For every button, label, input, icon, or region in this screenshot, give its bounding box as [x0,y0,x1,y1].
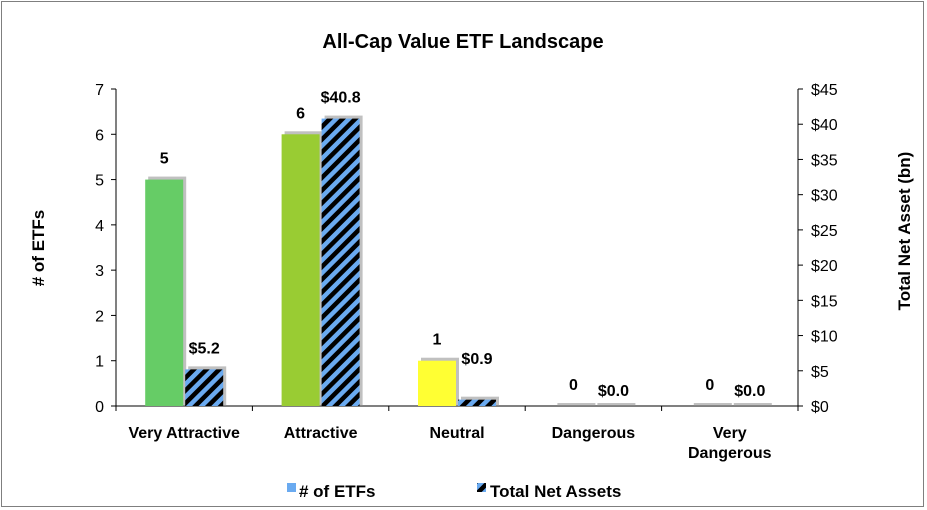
x-tick-label: Dangerous [688,445,772,462]
data-label-etfs: 0 [705,377,714,394]
bars [145,115,772,407]
bar-etfs [418,360,456,406]
bar-shadow-etfs [693,403,732,406]
y-tick-left-label: 4 [95,218,104,235]
y-tick-right-label: $15 [811,293,838,310]
data-label-etfs: 0 [569,377,578,394]
y-tick-left-label: 0 [95,399,104,416]
bar-shadow-etfs [557,403,596,406]
data-label-net-assets: $0.0 [598,383,629,400]
y-tick-left-label: 2 [95,308,104,325]
bar-net-assets [458,399,496,406]
y-tick-left-label: 5 [95,173,104,190]
data-label-net-assets: $40.8 [321,90,361,107]
bar-shadow-net-assets [733,403,772,406]
bar-shadow-net-assets [597,403,636,406]
data-label-etfs: 6 [296,105,305,122]
y-tick-right-label: $35 [811,152,838,169]
legend: # of ETFs Total Net Assets [287,482,621,501]
bar-net-assets [185,369,224,406]
y-tick-left-label: 1 [95,354,104,371]
x-tick-label: Very [713,425,747,442]
chart-title: All-Cap Value ETF Landscape [322,31,603,53]
x-tick-label: Attractive [284,425,358,442]
legend-label-etfs: # of ETFs [299,482,376,501]
x-tick-label: Neutral [429,425,484,442]
data-label-net-assets: $5.2 [189,340,220,357]
y-tick-right-label: $45 [811,82,838,99]
data-label-net-assets: $0.9 [461,351,492,368]
data-label-etfs: 5 [160,151,169,168]
y-tick-right-label: $0 [811,399,829,416]
data-labels: 5 $5.2 6 $40.8 1 $0.9 0 $0.0 0 $0.0 [160,90,766,400]
y-tick-left-label: 7 [95,82,104,99]
data-label-etfs: 1 [433,332,442,349]
legend-label-net-assets: Total Net Assets [490,482,621,501]
y-axis-right-title: Total Net Asset (bn) [895,152,914,311]
bar-etfs [281,134,320,407]
legend-swatch-etfs [287,483,296,492]
y-tick-right-label: $10 [811,329,838,346]
y-tick-right-label: $20 [811,258,838,275]
y-tick-right-label: $25 [811,223,838,240]
bar-etfs [145,179,184,406]
y-tick-right-label: $5 [811,364,829,381]
x-tick-label: Dangerous [552,425,636,442]
y-tick-left-label: 6 [95,127,104,144]
legend-swatch-net-assets [477,483,486,492]
y-tick-right-label: $40 [811,117,838,134]
bar-net-assets [321,118,360,406]
y-tick-left-label: 3 [95,263,104,280]
x-tick-label: Very Attractive [128,425,240,442]
y-axis-left-title: # of ETFs [29,210,48,287]
axes: 0 1 2 3 4 5 6 7 $0 $5 $10 $15 $20 $25 $30 $35 $40 $45 Very… [95,82,838,462]
data-label-net-assets: $0.0 [734,383,765,400]
y-tick-right-label: $30 [811,188,838,205]
